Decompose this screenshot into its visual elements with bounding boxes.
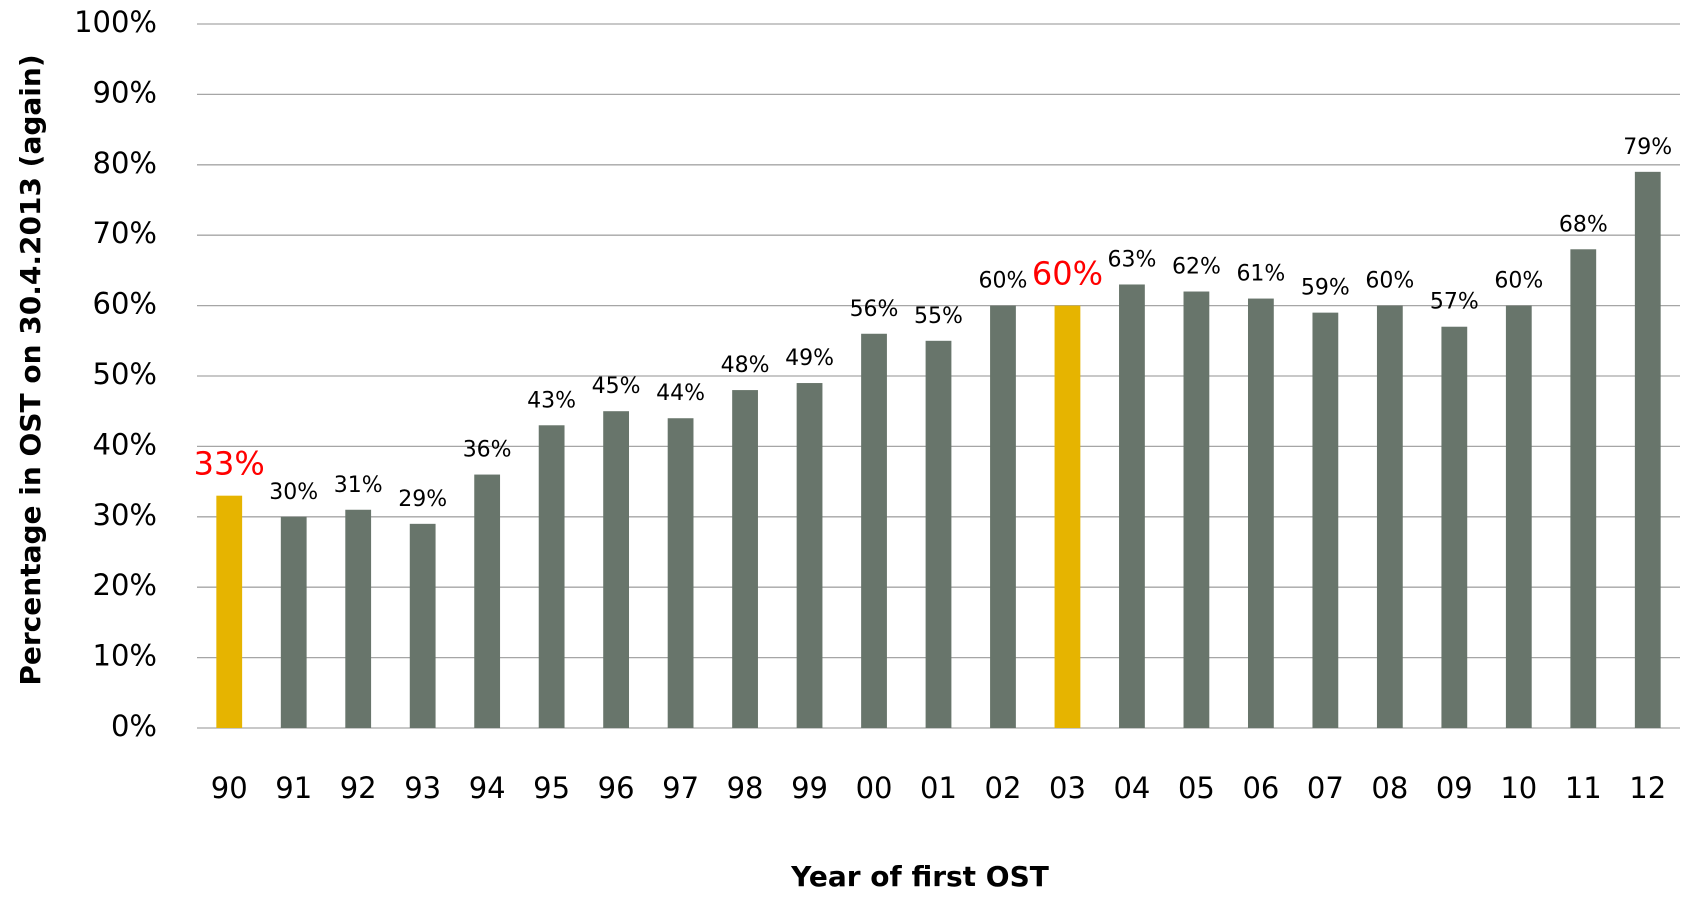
x-tick-label: 97 [662, 771, 699, 805]
x-axis-title: Year of first OST [790, 860, 1049, 893]
x-tick-label: 05 [1178, 771, 1215, 805]
value-label: 33% [194, 445, 265, 483]
x-tick-label: 10 [1500, 771, 1537, 805]
y-tick-label: 60% [93, 287, 157, 321]
x-tick-label: 91 [275, 771, 312, 805]
value-label: 68% [1559, 212, 1608, 237]
value-label: 59% [1301, 276, 1350, 301]
bar [667, 418, 694, 728]
bar [861, 333, 887, 728]
value-label: 44% [656, 381, 705, 406]
bar [732, 390, 758, 728]
bar [1441, 326, 1468, 728]
y-tick-label: 90% [93, 75, 157, 109]
x-tick-label: 11 [1565, 771, 1602, 805]
y-tick-label: 70% [93, 216, 157, 250]
x-tick-label: 03 [1049, 771, 1086, 805]
x-tick-label: 09 [1436, 771, 1473, 805]
x-tick-label: 94 [469, 771, 506, 805]
bar [796, 383, 823, 728]
x-tick-label: 96 [598, 771, 635, 805]
bar [1570, 249, 1597, 728]
bar [216, 495, 243, 728]
x-tick-label: 02 [985, 771, 1022, 805]
value-label: 31% [334, 473, 383, 498]
y-tick-label: 80% [93, 146, 157, 180]
x-tick-label: 08 [1371, 771, 1408, 805]
x-tick-label: 06 [1242, 771, 1279, 805]
bar [474, 474, 501, 728]
bar [1054, 305, 1081, 728]
value-label: 29% [398, 487, 447, 512]
x-tick-label: 98 [727, 771, 764, 805]
x-tick-label: 01 [920, 771, 957, 805]
value-label: 56% [850, 297, 899, 322]
y-tick-label: 10% [93, 639, 157, 673]
x-tick-label: 93 [404, 771, 441, 805]
x-tick-label: 04 [1113, 771, 1150, 805]
value-label: 79% [1623, 135, 1672, 160]
value-label: 60% [1365, 269, 1414, 294]
value-label: 63% [1107, 247, 1156, 272]
y-tick-label: 50% [93, 357, 157, 391]
x-tick-label: 00 [856, 771, 893, 805]
y-axis-title: Percentage in OST on 30.4.2013 (again) [14, 54, 47, 685]
x-tick-label: 12 [1629, 771, 1666, 805]
bar [1376, 305, 1403, 728]
bar [925, 340, 952, 728]
y-tick-label: 30% [93, 498, 157, 532]
value-label: 62% [1172, 255, 1221, 280]
bar [1505, 305, 1532, 728]
x-tick-label: 95 [533, 771, 570, 805]
bar [1247, 298, 1274, 728]
value-label: 55% [914, 304, 963, 329]
y-tick-label: 0% [111, 709, 157, 743]
y-tick-label: 20% [93, 568, 157, 602]
y-tick-label: 40% [93, 427, 157, 461]
value-label: 57% [1430, 290, 1479, 315]
value-label: 60% [1032, 255, 1103, 293]
value-label: 60% [1494, 269, 1543, 294]
bar [603, 411, 630, 728]
value-label: 36% [463, 438, 512, 463]
x-tick-label: 92 [340, 771, 377, 805]
bar [280, 516, 307, 728]
bar [1183, 291, 1210, 728]
bar [345, 509, 372, 728]
bar [538, 425, 565, 728]
y-tick-label: 100% [74, 5, 157, 39]
value-label: 49% [785, 346, 834, 371]
bar [409, 523, 436, 728]
bar [1634, 171, 1661, 729]
value-label: 61% [1236, 262, 1285, 287]
x-tick-label: 07 [1307, 771, 1344, 805]
x-tick-label: 99 [791, 771, 828, 805]
value-label: 48% [721, 353, 770, 378]
bar [1312, 312, 1339, 728]
x-tick-label: 90 [211, 771, 248, 805]
value-label: 43% [527, 388, 576, 413]
value-label: 60% [979, 269, 1028, 294]
value-label: 45% [592, 374, 641, 399]
value-label: 30% [269, 480, 318, 505]
bar [1119, 284, 1145, 728]
bar [990, 305, 1016, 728]
